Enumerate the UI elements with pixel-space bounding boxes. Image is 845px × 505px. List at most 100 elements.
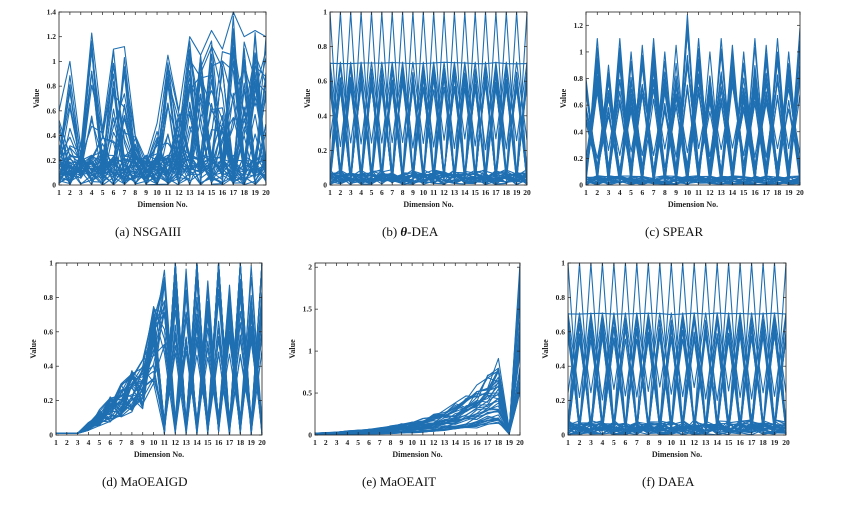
x-tick-label: 9 (141, 438, 145, 447)
series-group (59, 11, 266, 185)
x-axis-label: Dimension No. (392, 450, 442, 459)
x-tick-label: 20 (258, 438, 266, 447)
plot-frame (58, 11, 267, 186)
x-tick-label: 19 (251, 188, 259, 197)
x-tick-label: 9 (144, 188, 148, 197)
subplot-b: 1 2 3 4 5 6 7 8 9 10 11 12 13 14 15 16 17 18 19 2000.20.40.… (303, 8, 531, 210)
x-tick-label: 10 (408, 438, 416, 447)
x-tick-label: 19 (513, 188, 521, 197)
y-axis-label: Value (559, 88, 568, 108)
series-line (315, 387, 520, 435)
x-tick-label: 5 (612, 438, 616, 447)
plot-frame (329, 11, 528, 186)
series-line (59, 75, 266, 180)
x-tick-label: 11 (679, 438, 686, 447)
x-tick-label: 14 (729, 188, 737, 197)
x-tick-label: 8 (646, 438, 650, 447)
x-tick-label: 8 (663, 188, 667, 197)
series-line (315, 369, 520, 434)
series-line (330, 69, 527, 183)
y-axis-label: Value (288, 339, 297, 359)
x-tick-label: 7 (378, 438, 382, 447)
x-tick-label: 15 (204, 438, 212, 447)
y-tick-label: 0.8 (47, 82, 57, 91)
x-tick-label: 10 (420, 188, 428, 197)
series-line (56, 308, 262, 434)
y-tick-label: 0.6 (556, 327, 566, 336)
series-line (59, 67, 266, 184)
series-line (315, 305, 520, 434)
x-tick-label: 20 (523, 188, 531, 197)
caption-a: (a) NSGAIII (115, 224, 182, 239)
x-tick-label: 16 (736, 438, 744, 447)
y-tick-label: 0.2 (556, 396, 566, 405)
series-line (315, 269, 520, 435)
x-tick-label: 9 (399, 438, 403, 447)
caption-f: (f) DAEA (642, 474, 695, 489)
x-tick-label: 5 (356, 438, 360, 447)
x-tick-label: 15 (208, 188, 216, 197)
x-tick-label: 5 (101, 188, 105, 197)
x-tick-label: 3 (76, 438, 80, 447)
y-tick-label: 0.2 (574, 154, 584, 163)
x-tick-label: 7 (390, 188, 394, 197)
x-tick-label: 11 (419, 438, 426, 447)
x-tick-label: 15 (740, 188, 748, 197)
x-tick-label: 3 (335, 438, 339, 447)
x-tick-label: 5 (97, 438, 101, 447)
x-tick-label: 7 (122, 188, 126, 197)
plot-frame (314, 262, 521, 436)
x-tick-label: 19 (785, 188, 793, 197)
x-tick-label: 1 (57, 188, 61, 197)
x-tick-label: 17 (492, 188, 500, 197)
y-tick-label: 1.2 (47, 32, 57, 41)
x-tick-label: 4 (345, 438, 349, 447)
x-tick-label: 16 (751, 188, 759, 197)
caption-d: (d) MaOEAIGD (102, 474, 188, 489)
y-tick-label: 0.6 (47, 106, 57, 115)
y-tick-label: 0 (561, 431, 565, 440)
x-tick-label: 6 (112, 188, 116, 197)
y-tick-label: 0.4 (47, 131, 57, 140)
x-tick-label: 12 (440, 188, 448, 197)
caption-b: (b) θ-DEA (382, 224, 439, 239)
x-tick-label: 2 (595, 188, 599, 197)
x-tick-label: 10 (153, 188, 161, 197)
x-tick-label: 16 (215, 438, 223, 447)
y-tick-label: 0.6 (574, 101, 584, 110)
x-tick-label: 3 (589, 438, 593, 447)
x-tick-label: 14 (197, 188, 205, 197)
series-line (568, 423, 786, 435)
series-line (330, 11, 527, 181)
x-tick-label: 17 (748, 438, 756, 447)
y-tick-label: 2 (308, 263, 312, 272)
x-tick-label: 5 (629, 188, 633, 197)
y-tick-label: 0 (323, 181, 327, 190)
x-tick-label: 10 (668, 438, 676, 447)
x-tick-label: 16 (482, 188, 490, 197)
x-axis-label: Dimension No. (403, 200, 453, 209)
series-line (568, 422, 786, 435)
series-line (330, 172, 527, 185)
x-tick-label: 7 (635, 438, 639, 447)
series-line (330, 61, 527, 149)
x-tick-label: 11 (430, 188, 437, 197)
plot-frame (585, 11, 801, 186)
x-tick-label: 2 (68, 188, 72, 197)
series-line (586, 52, 800, 183)
x-tick-label: 2 (578, 438, 582, 447)
x-tick-label: 12 (172, 438, 180, 447)
y-tick-label: 0.8 (318, 42, 328, 51)
x-axis-label: Dimension No. (134, 450, 184, 459)
x-tick-label: 19 (247, 438, 255, 447)
y-tick-label: 0.6 (318, 77, 328, 86)
series-line (568, 422, 786, 435)
series-line (586, 23, 800, 183)
y-tick-label: 0.2 (47, 156, 57, 165)
series-line (330, 61, 527, 65)
x-tick-label: 4 (601, 438, 605, 447)
plot-frame (567, 262, 787, 436)
x-tick-label: 7 (652, 188, 656, 197)
y-tick-label: 0.4 (318, 111, 328, 120)
